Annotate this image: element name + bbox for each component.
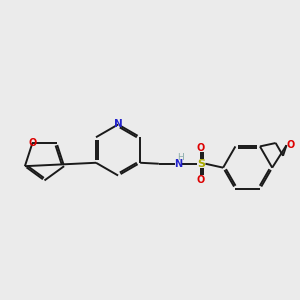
Text: O: O: [28, 138, 37, 148]
Text: O: O: [197, 175, 205, 185]
Text: H: H: [178, 153, 184, 162]
Text: O: O: [287, 140, 295, 150]
Text: N: N: [174, 159, 182, 169]
Text: O: O: [197, 142, 205, 152]
Text: S: S: [197, 159, 205, 169]
Text: N: N: [114, 119, 122, 130]
